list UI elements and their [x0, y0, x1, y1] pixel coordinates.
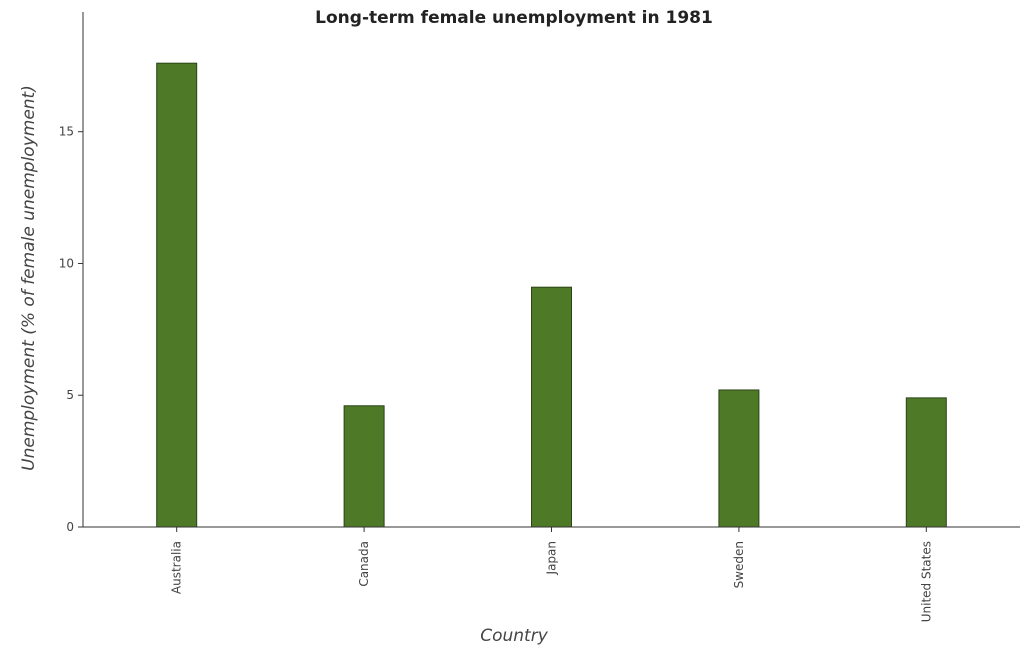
bar-canada — [343, 405, 385, 528]
x-tick-label: Australia — [170, 541, 184, 594]
bar-sweden — [718, 389, 760, 528]
x-tick-label: United States — [919, 541, 933, 622]
x-tick-label: Japan — [545, 541, 559, 575]
y-tick-label: 0 — [66, 520, 74, 534]
bar-japan — [531, 286, 572, 528]
chart-title: Long-term female unemployment in 1981 — [315, 8, 713, 28]
y-tick-label: 5 — [66, 388, 74, 402]
x-tick-label: Sweden — [732, 541, 746, 588]
x-tick-label: Canada — [357, 541, 371, 587]
y-tick-label: 10 — [59, 256, 74, 270]
bar-united-states — [905, 397, 947, 528]
x-axis-label: Country — [480, 626, 548, 646]
bar-australia — [156, 62, 198, 528]
y-tick-label: 15 — [59, 125, 74, 139]
